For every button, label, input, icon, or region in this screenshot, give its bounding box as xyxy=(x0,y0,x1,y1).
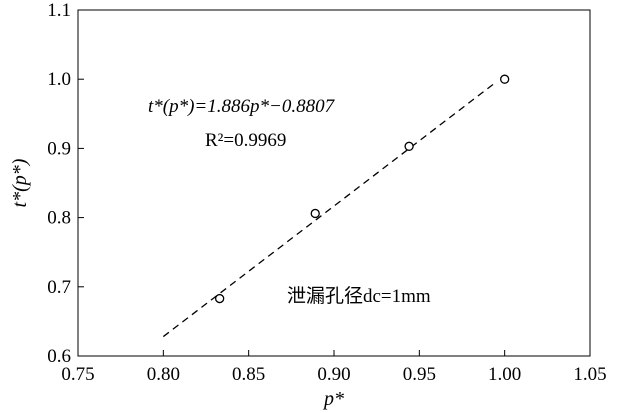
x-tick-label: 0.85 xyxy=(232,364,265,385)
data-points xyxy=(215,74,510,304)
data-point xyxy=(404,141,414,151)
x-tick-label: 1.00 xyxy=(488,364,521,385)
data-point xyxy=(215,293,225,304)
x-tick-label: 0.90 xyxy=(317,364,350,385)
data-point xyxy=(310,208,320,219)
y-tick-label: 0.9 xyxy=(47,138,71,159)
y-tick-label: 0.6 xyxy=(47,346,71,367)
x-tick-label: 0.80 xyxy=(147,364,180,385)
r-squared-label: R²=0.9969 xyxy=(205,130,286,151)
y-axis-ticks: 0.6 0.7 0.8 0.9 1.0 1.1 xyxy=(47,0,84,367)
x-tick-label: 0.95 xyxy=(403,364,436,385)
x-tick-label: 0.75 xyxy=(61,364,94,385)
y-tick-label: 1.1 xyxy=(47,0,71,21)
y-tick-label: 1.0 xyxy=(47,69,71,90)
y-axis-label: t*(p*) xyxy=(9,158,31,207)
leak-diameter-label: 泄漏孔径dc=1mm xyxy=(287,285,431,307)
equation-label: t*(p*)=1.886p*−0.8807 xyxy=(148,96,336,117)
x-axis-label: p* xyxy=(322,388,344,410)
data-point xyxy=(500,74,510,84)
fit-line xyxy=(162,81,497,338)
x-tick-label: 1.05 xyxy=(573,364,606,385)
x-axis-ticks: 0.75 0.80 0.85 0.90 0.95 1.00 1.05 xyxy=(61,350,607,385)
y-tick-label: 0.7 xyxy=(47,277,71,298)
y-tick-label: 0.8 xyxy=(47,208,71,229)
